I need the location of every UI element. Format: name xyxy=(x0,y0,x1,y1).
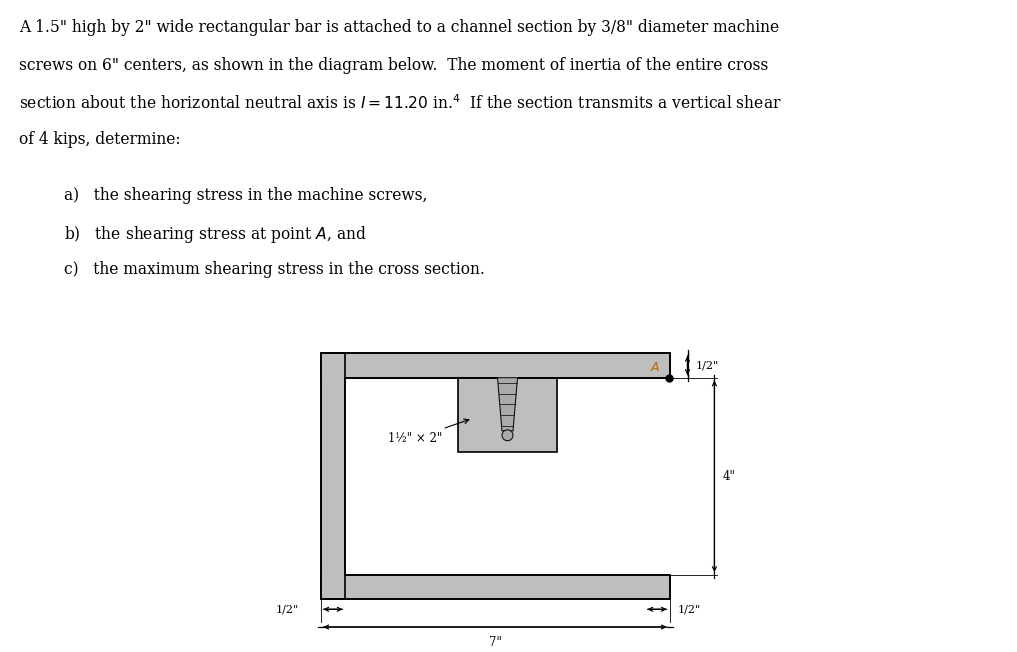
Text: 1/2": 1/2" xyxy=(276,604,299,614)
Text: c)   the maximum shearing stress in the cross section.: c) the maximum shearing stress in the cr… xyxy=(64,261,485,278)
Text: 1½" × 2": 1½" × 2" xyxy=(388,419,469,445)
Text: 7": 7" xyxy=(488,636,501,649)
Text: 1/2": 1/2" xyxy=(677,604,701,614)
Circle shape xyxy=(502,430,513,441)
Text: section about the horizontal neutral axis is $I = 11.20$ in.$^4$  If the section: section about the horizontal neutral axi… xyxy=(19,94,782,113)
Polygon shape xyxy=(497,378,518,431)
Text: a)   the shearing stress in the machine screws,: a) the shearing stress in the machine sc… xyxy=(64,186,427,203)
Text: screws on 6" centers, as shown in the diagram below.  The moment of inertia of t: screws on 6" centers, as shown in the di… xyxy=(19,57,769,74)
Text: $A$: $A$ xyxy=(650,361,661,374)
Polygon shape xyxy=(458,378,557,452)
Text: 4": 4" xyxy=(722,470,735,482)
Text: 1/2": 1/2" xyxy=(696,361,719,370)
Text: A 1.5" high by 2" wide rectangular bar is attached to a channel section by 3/8" : A 1.5" high by 2" wide rectangular bar i… xyxy=(19,19,779,36)
Polygon shape xyxy=(320,353,346,599)
Polygon shape xyxy=(320,575,669,599)
Text: of 4 kips, determine:: of 4 kips, determine: xyxy=(19,132,181,149)
Polygon shape xyxy=(320,353,669,378)
Text: b)   the shearing stress at point $A$, and: b) the shearing stress at point $A$, and xyxy=(64,224,367,245)
